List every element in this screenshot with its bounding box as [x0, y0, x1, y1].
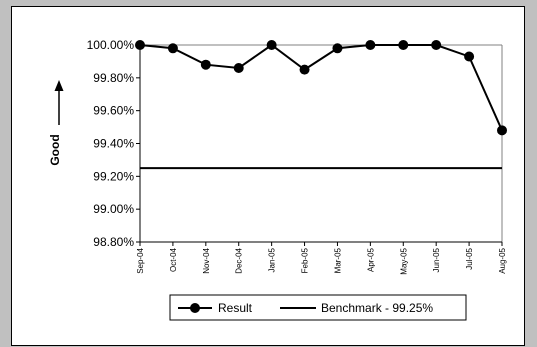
x-tick-label: Nov-04 [202, 247, 211, 273]
result-data-point [135, 40, 145, 50]
result-data-point [365, 40, 376, 50]
y-tick-label: 100.00% [87, 38, 135, 52]
x-tick-label: Oct-04 [169, 247, 178, 272]
chart-area: 98.80% 99.00% 99.20% 99.40% 99.60% 99.80% 100.… [11, 6, 525, 346]
result-data-point [431, 40, 442, 50]
x-tick-label: Dec-04 [235, 247, 244, 273]
x-tick-label: Jun-05 [432, 247, 441, 272]
result-data-point [398, 40, 409, 50]
y-tick-label: 99.80% [93, 71, 134, 85]
result-data-point [497, 125, 507, 136]
x-tick-label: May-05 [399, 247, 408, 274]
result-data-point [233, 62, 244, 73]
x-tick-label: Jan-05 [268, 247, 277, 272]
result-data-point [167, 43, 178, 54]
line-chart: 98.80% 99.00% 99.20% 99.40% 99.60% 99.80% 100.… [48, 38, 507, 321]
x-tick-label: Feb-05 [301, 247, 310, 273]
y-axis-label: Good [48, 134, 62, 165]
result-series-line [139, 43, 503, 131]
legend-box [169, 294, 467, 321]
legend-result-marker [190, 303, 200, 313]
y-tick-label: 99.20% [93, 169, 134, 183]
y-tick-label: 99.00% [93, 202, 134, 216]
x-tick-label: Apr-05 [366, 247, 375, 272]
legend-result-label: Result [218, 301, 253, 315]
y-tick-label: 99.40% [93, 137, 134, 151]
x-tick-label: Sep-04 [136, 247, 145, 273]
x-tick-label: Aug-05 [498, 247, 507, 273]
y-tick-label: 98.80% [93, 235, 134, 249]
result-data-point [332, 43, 343, 54]
result-data-point [266, 40, 277, 50]
result-data-point [464, 51, 475, 62]
result-data-point [200, 59, 211, 70]
legend-benchmark-label: Benchmark - 99.25% [321, 301, 433, 315]
good-arrow-head [54, 80, 64, 91]
result-data-point [299, 64, 310, 75]
y-tick-label: 99.60% [93, 104, 134, 118]
x-tick-label: Jul-05 [465, 247, 474, 269]
x-tick-label: Mar-05 [333, 247, 342, 273]
